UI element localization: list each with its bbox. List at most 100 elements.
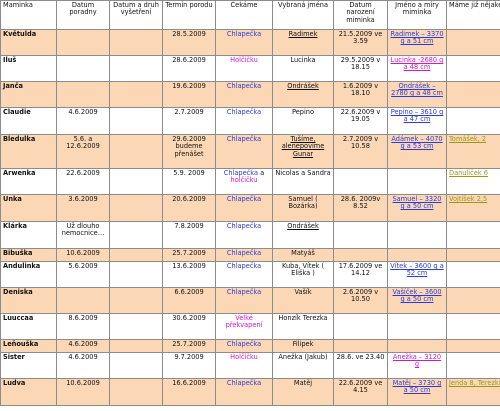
baby-cell: Adámek – 4070 g a 53 cm [387,134,447,169]
due-date-cell: 9.7.2009 [162,352,216,379]
due-date-cell: 29.6.2009 budeme přenášet [162,134,216,169]
exam-cell [109,287,163,314]
due-date-cell: 25.7.2009 [162,248,216,262]
table-row: Iluš 28.6.2009 Holčičku Lucinka 29.5.2009 v … [0,55,500,82]
baby-cell [387,248,447,262]
names-cell-text: Kuba, Vítek ( Eliška ) [281,262,325,278]
visit-date-cell-text: 10.6.2009 [66,379,100,387]
expecting-cell-text: Chlapečka [226,340,262,348]
expecting-cell: Chlapečka [215,107,273,135]
expecting-cell: Chlapečka [215,221,273,249]
names-cell-text: Ondrášek [287,82,319,90]
expect-boy-text: Chlapečka [223,169,259,177]
mother-cell: Bibuška [0,248,57,262]
table-row: Claudie 4.6.2009 2.7.2009 Chlapečka Pepino 22… [0,107,500,135]
birth-date-cell [333,221,388,249]
birth-date-cell: 17.6.2009 ve 14.12 [333,261,388,288]
due-date-cell-text: 20.6.2009 [172,195,206,203]
table-row: Unka 3.6.2009 20.6.2009 Chlapečka Samuel ( B… [0,194,500,222]
mother-cell: Luuccaa [0,313,57,340]
visit-date-cell [56,29,110,56]
table-row: Andulinka 5.6.2009 13.6.2009 Chlapečka Kuba,… [0,261,500,288]
due-date-cell-text: 9.7.2009 [174,353,204,361]
names-cell-text: Lucinka [290,56,316,64]
baby-cell [387,168,447,195]
visit-date-cell: 4.6.2009 [56,352,110,379]
baby-cell: Radimek – 3370 g a 51 cm [387,29,447,56]
expecting-cell-text: Holčičku [230,56,258,64]
birth-date-cell: 2.7.2009 v 10.58 [333,134,388,169]
baby-cell: Ondrášek – 2780 g a 48 cm [387,81,447,108]
kids-cell-text: Danulíček 6 [449,169,488,177]
names-cell: Anežka (Jakub) [272,352,334,379]
birth-date-cell [333,168,388,195]
mother-cell-text: Leňouška [3,340,39,348]
mother-cell-text: Arwenka [3,169,36,177]
visit-date-cell: 22.6.2009 [56,168,110,195]
kids-cell [446,248,500,262]
due-date-cell-text: 19.6.2009 [172,82,206,90]
mother-cell: Deniska [0,287,57,314]
due-date-cell-text: 5.9. 2009 [173,169,205,177]
visit-date-cell-text: 8.6.2009 [68,314,98,322]
table-row: Ludva 10.6.2009 16.6.2009 Chlapečka Matěj 22.… [0,378,500,406]
due-date-cell-text: 2.7.2009 [174,108,204,116]
names-cell: Pepino [272,107,334,135]
names-cell: Ondrášek [272,221,334,249]
birth-date-cell: 21.5.2009 ve 3.59 [333,29,388,56]
mother-cell-text: Klárka [3,222,27,230]
header-exam: Datum a druh vyšetření [109,0,163,30]
names-cell-text: Filipek [292,340,314,348]
birth-date-cell [333,339,388,353]
names-cell: Lucinka [272,55,334,82]
baby-cell-text: Ondrášek – 2780 g a 48 cm [391,82,443,98]
expecting-cell-text: Chlapečka [226,108,262,116]
birth-date-cell: 28.6. 2009v 8.52 [333,194,388,222]
expecting-cell-text: Chlapečka [226,195,262,203]
birth-date-cell [333,313,388,340]
baby-cell: Matěj – 3730 g a 50 cm [387,378,447,406]
baby-cell-text: Radimek – 3370 g a 51 cm [390,30,444,46]
expecting-cell: Chlapečka [215,287,273,314]
names-cell: Vašík [272,287,334,314]
birth-date-cell-text: 29.5.2009 v 18.15 [340,56,381,72]
expecting-cell-text: Chlapečka [226,262,262,270]
table-body: Květulda 28.5.2009 Chlapečka Radimek 21.5.20… [0,29,500,406]
baby-cell-text: Vítek – 3600 g a 52 cm [390,262,444,278]
names-cell-text: Tušíme, alenepovíme Gunar [281,135,325,158]
due-date-cell-text: 28.6.2009 [172,56,206,64]
mother-cell-text: Janča [3,82,23,90]
visit-date-cell [56,81,110,108]
kids-cell [446,287,500,314]
header-mother: Maminka [0,0,57,30]
mother-cell-text: Andulinka [3,262,41,270]
exam-cell [109,81,163,108]
birth-date-cell [333,248,388,262]
expect-girl-text: holčičku [230,176,258,185]
exam-cell [109,352,163,379]
kids-cell: Jenda 8, Terezka 11 [446,378,500,406]
exam-cell [109,378,163,406]
kids-cell: Vojtíšek 2,5 [446,194,500,222]
due-date-cell: 7.8.2009 [162,221,216,249]
visit-date-cell-text: 5.6. a 12.6.2009 [66,135,100,151]
exam-cell [109,221,163,249]
exam-cell [109,55,163,82]
due-date-cell-text: 30.6.2009 [172,314,206,322]
exam-cell [109,261,163,288]
expecting-cell: Chlapečka [215,261,273,288]
visit-date-cell-text: 22.6.2009 [66,169,100,177]
exam-cell [109,248,163,262]
kids-cell [446,221,500,249]
mother-cell: Andulinka [0,261,57,288]
names-cell: Radimek [272,29,334,56]
birth-date-cell-text: 28.6. 2009v 8.52 [340,195,381,211]
expecting-cell: Velké překvapení [215,313,273,340]
header-kids: Máme již nějaké dětičky? [446,0,500,30]
exam-cell [109,313,163,340]
baby-cell [387,313,447,340]
kids-cell-text: Tomášek, 2 [449,135,487,143]
header-expecting: Čekáme [215,0,273,30]
visit-date-cell: 10.6.2009 [56,248,110,262]
mother-cell-text: Luuccaa [3,314,34,322]
